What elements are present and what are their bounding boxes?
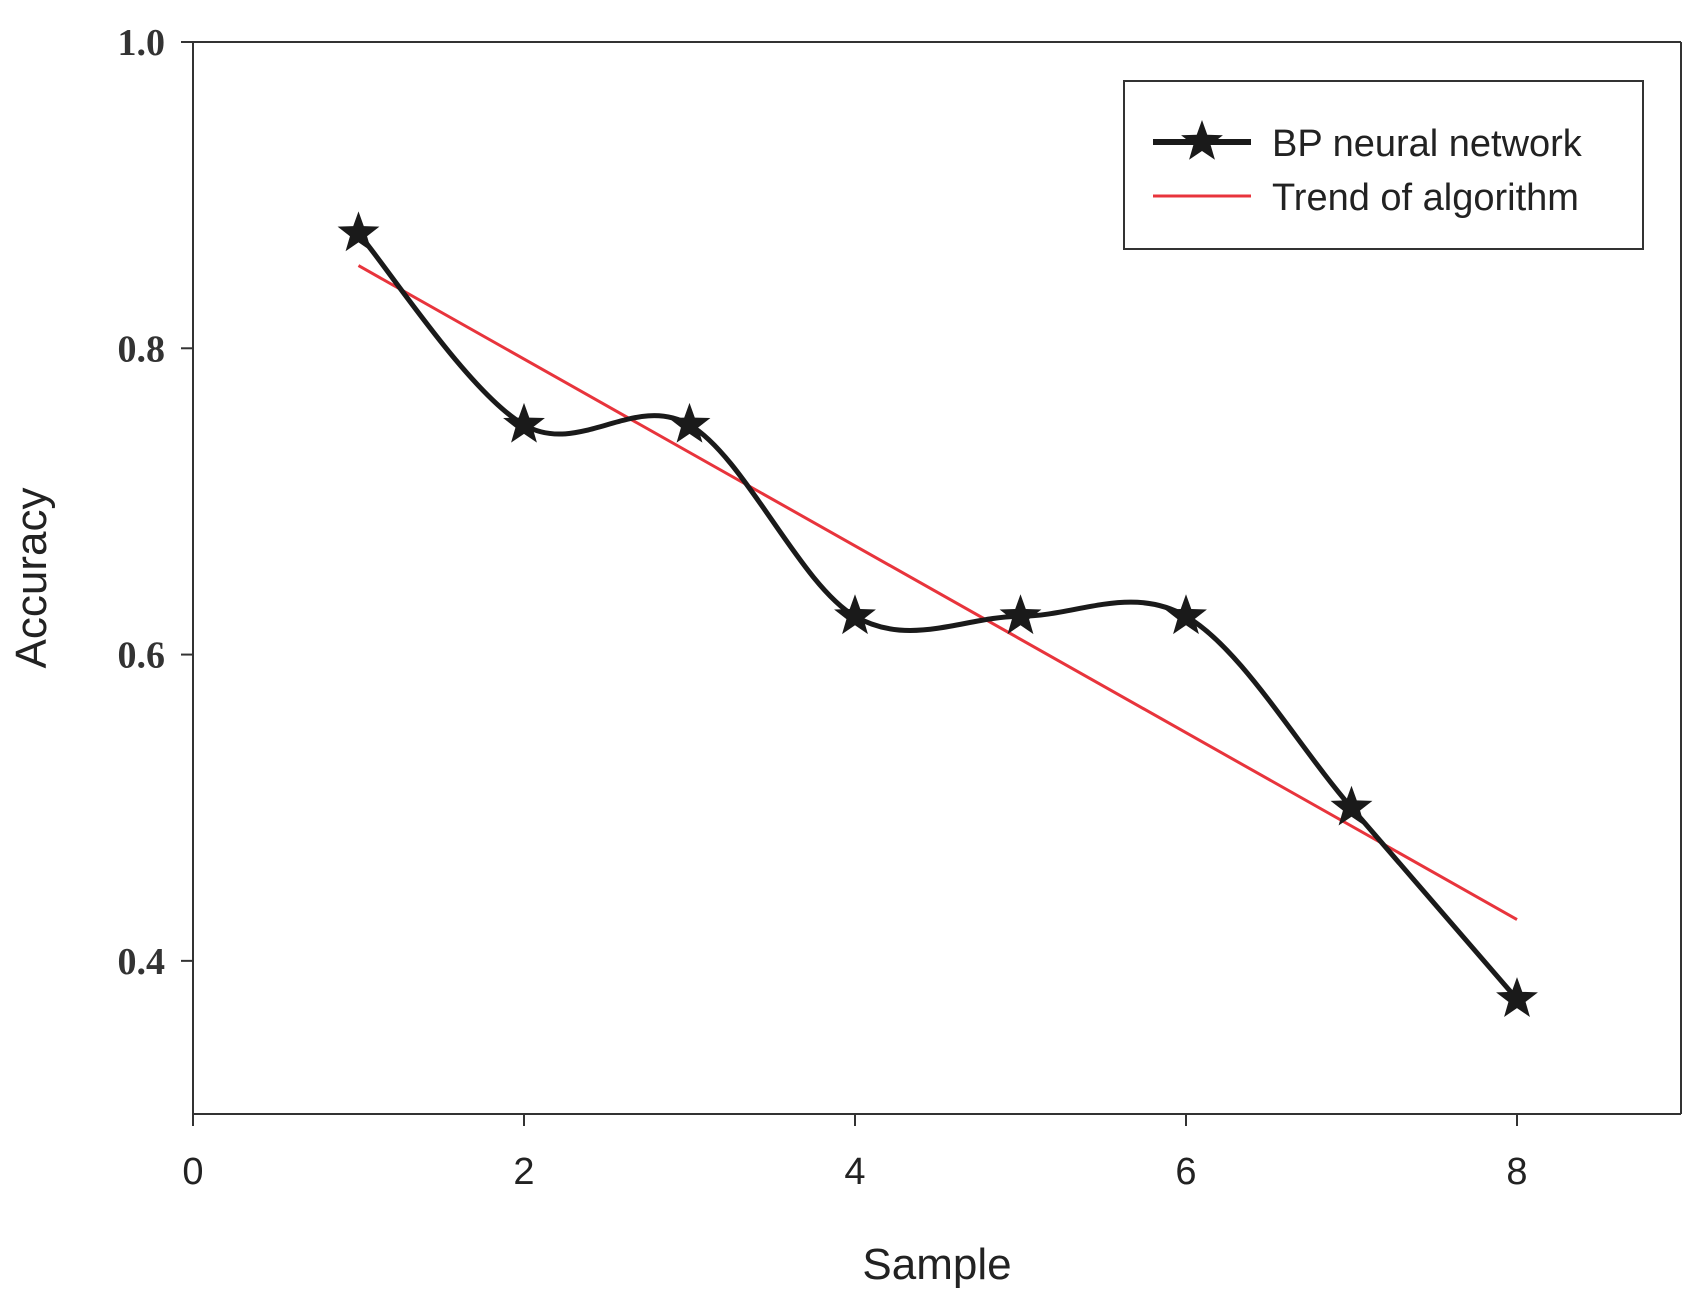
- series-line-trend-of-algorithm: [357, 264, 1518, 921]
- legend: BP neural network Trend of algorithm: [1123, 80, 1644, 250]
- data-point-star: [999, 594, 1042, 635]
- data-point-star: [1496, 977, 1538, 1017]
- y-tick-label: 0.8: [118, 328, 166, 370]
- x-tick-label: 8: [1506, 1151, 1527, 1193]
- plot-area: [192, 41, 1682, 1115]
- y-tick-label: 1.0: [118, 22, 166, 64]
- x-tick-label: 6: [1175, 1151, 1196, 1193]
- series-layer: [337, 211, 1538, 1017]
- x-tick-label: 2: [513, 1151, 534, 1193]
- legend-bp-star-icon: [1181, 120, 1223, 160]
- data-point-star: [1330, 785, 1373, 826]
- data-point-star: [337, 211, 380, 252]
- y-tick-label: 0.6: [118, 635, 166, 677]
- x-tick-label: 0: [182, 1151, 203, 1193]
- data-point-star: [668, 402, 711, 443]
- legend-label-trend: Trend of algorithm: [1272, 177, 1579, 219]
- legend-label-bp: BP neural network: [1272, 123, 1583, 165]
- data-point-star: [1165, 594, 1207, 635]
- y-axis-title: Accuracy: [7, 488, 56, 669]
- legend-box: [1123, 80, 1644, 250]
- series-line-bp-neural-network: [356, 230, 1520, 1002]
- x-axis-title: Sample: [862, 1240, 1011, 1289]
- x-tick-label: 4: [844, 1151, 865, 1193]
- axis-ticks: 0.4 0.6 0.8 1.0 0 2 4 6 8: [118, 22, 1528, 1193]
- data-point-star: [503, 402, 545, 443]
- data-point-star: [834, 594, 876, 635]
- y-tick-label: 0.4: [118, 941, 166, 983]
